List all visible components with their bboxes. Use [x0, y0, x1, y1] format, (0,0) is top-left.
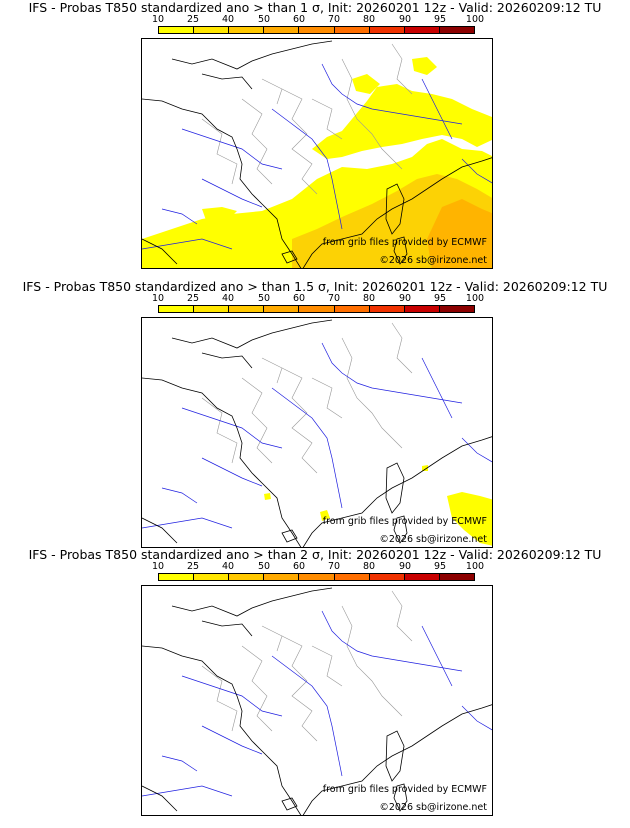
copyright-credit: ©2026 sb@irizone.net — [379, 534, 487, 545]
scale-swatch — [404, 306, 440, 312]
scale-tick: 95 — [433, 14, 447, 25]
scale-tick: 100 — [465, 14, 485, 25]
scale-tick: 25 — [186, 293, 200, 304]
map-area: from grib files provided by ECMWF ©2026 … — [141, 317, 493, 548]
scale-tick: 40 — [221, 14, 235, 25]
copyright-credit: ©2026 sb@irizone.net — [379, 255, 487, 266]
scale-tick: 90 — [398, 293, 412, 304]
scale-tick: 90 — [398, 14, 412, 25]
map-panel-1: IFS - Probas T850 standardized ano > tha… — [0, 0, 630, 269]
scale-tick: 80 — [362, 293, 376, 304]
country-borders — [201, 590, 413, 742]
rivers — [142, 342, 492, 529]
scale-swatch — [229, 574, 265, 580]
scale-tick: 10 — [151, 14, 165, 25]
scale-tick: 60 — [292, 561, 306, 572]
scale-tick: 10 — [151, 293, 165, 304]
scale-swatch — [264, 574, 300, 580]
scale-swatch — [159, 306, 195, 312]
scale-tick: 95 — [433, 293, 447, 304]
panel-title: IFS - Probas T850 standardized ano > tha… — [28, 547, 602, 562]
color-scale-bar — [158, 573, 475, 581]
scale-tick: 50 — [257, 14, 271, 25]
scale-tick: 25 — [186, 14, 200, 25]
scale-swatch — [194, 574, 230, 580]
scale-tick: 100 — [465, 293, 485, 304]
source-credit: from grib files provided by ECMWF — [322, 237, 487, 248]
probability-shading — [142, 57, 492, 268]
scale-tick: 10 — [151, 561, 165, 572]
source-credit: from grib files provided by ECMWF — [322, 516, 487, 527]
scale-swatch — [334, 574, 370, 580]
scale-swatch — [369, 574, 405, 580]
scale-swatch — [229, 306, 265, 312]
scale-tick: 95 — [433, 561, 447, 572]
scale-swatch — [369, 27, 405, 33]
map-area: from grib files provided by ECMWF ©2026 … — [141, 585, 493, 816]
color-scale-bar — [158, 305, 475, 313]
source-credit: from grib files provided by ECMWF — [322, 784, 487, 795]
scale-swatch — [439, 574, 474, 580]
panel-title: IFS - Probas T850 standardized ano > tha… — [28, 0, 602, 15]
map-panel-2: IFS - Probas T850 standardized ano > tha… — [0, 279, 630, 548]
scale-swatch — [194, 27, 230, 33]
scale-swatch — [439, 306, 474, 312]
scale-tick-labels: 10 25 40 50 60 70 80 90 95 100 — [0, 293, 630, 304]
scale-swatch — [369, 306, 405, 312]
scale-tick: 40 — [221, 561, 235, 572]
map-drawing — [142, 40, 492, 268]
scale-tick: 40 — [221, 293, 235, 304]
scale-tick: 70 — [327, 561, 341, 572]
copyright-credit: ©2026 sb@irizone.net — [379, 802, 487, 813]
scale-swatch — [334, 306, 370, 312]
scale-swatch — [194, 306, 230, 312]
coastline — [142, 319, 492, 547]
scale-tick: 80 — [362, 561, 376, 572]
scale-swatch — [439, 27, 474, 33]
map-drawing — [142, 587, 492, 815]
color-scale-bar — [158, 26, 475, 34]
scale-tick: 80 — [362, 14, 376, 25]
scale-tick: 100 — [465, 561, 485, 572]
scale-tick: 70 — [327, 14, 341, 25]
scale-tick: 50 — [257, 293, 271, 304]
scale-tick: 60 — [292, 293, 306, 304]
coastline — [142, 587, 492, 815]
country-borders — [201, 322, 413, 474]
map-panel-3: IFS - Probas T850 standardized ano > tha… — [0, 547, 630, 816]
scale-tick: 50 — [257, 561, 271, 572]
scale-tick: 70 — [327, 293, 341, 304]
panel-title: IFS - Probas T850 standardized ano > tha… — [22, 279, 608, 294]
scale-swatch — [404, 27, 440, 33]
rivers — [142, 63, 492, 250]
coastline — [142, 40, 492, 268]
scale-swatch — [299, 574, 335, 580]
scale-swatch — [229, 27, 265, 33]
scale-swatch — [264, 27, 300, 33]
scale-swatch — [404, 574, 440, 580]
scale-swatch — [299, 27, 335, 33]
scale-swatch — [264, 306, 300, 312]
scale-tick: 90 — [398, 561, 412, 572]
rivers — [142, 610, 492, 797]
scale-tick-labels: 10 25 40 50 60 70 80 90 95 100 — [0, 561, 630, 572]
scale-tick: 60 — [292, 14, 306, 25]
map-drawing — [142, 319, 492, 547]
scale-tick-labels: 10 25 40 50 60 70 80 90 95 100 — [0, 14, 630, 25]
scale-swatch — [159, 574, 195, 580]
scale-swatch — [299, 306, 335, 312]
map-area: from grib files provided by ECMWF ©2026 … — [141, 38, 493, 269]
probability-shading — [264, 465, 492, 546]
scale-swatch — [159, 27, 195, 33]
scale-swatch — [334, 27, 370, 33]
scale-tick: 25 — [186, 561, 200, 572]
country-borders — [201, 43, 413, 195]
